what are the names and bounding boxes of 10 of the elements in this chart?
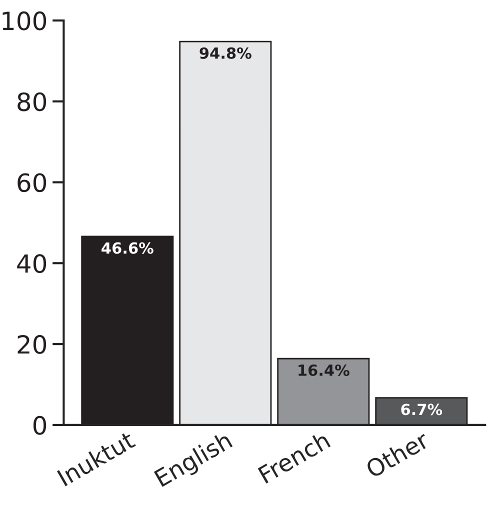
y-tick-label: 0	[33, 416, 46, 435]
y-tick-label: 20	[18, 335, 46, 354]
y-tick-label: 60	[18, 173, 46, 192]
y-tick-label: 40	[17, 254, 46, 274]
data-label: 46.6%	[102, 242, 154, 254]
y-tick-label: 80	[18, 92, 46, 112]
data-label: 6.7%	[401, 404, 442, 416]
data-label: 94.8%	[200, 47, 252, 59]
data-label: 16.4%	[298, 364, 350, 376]
y-tick-label: 100	[2, 11, 46, 30]
